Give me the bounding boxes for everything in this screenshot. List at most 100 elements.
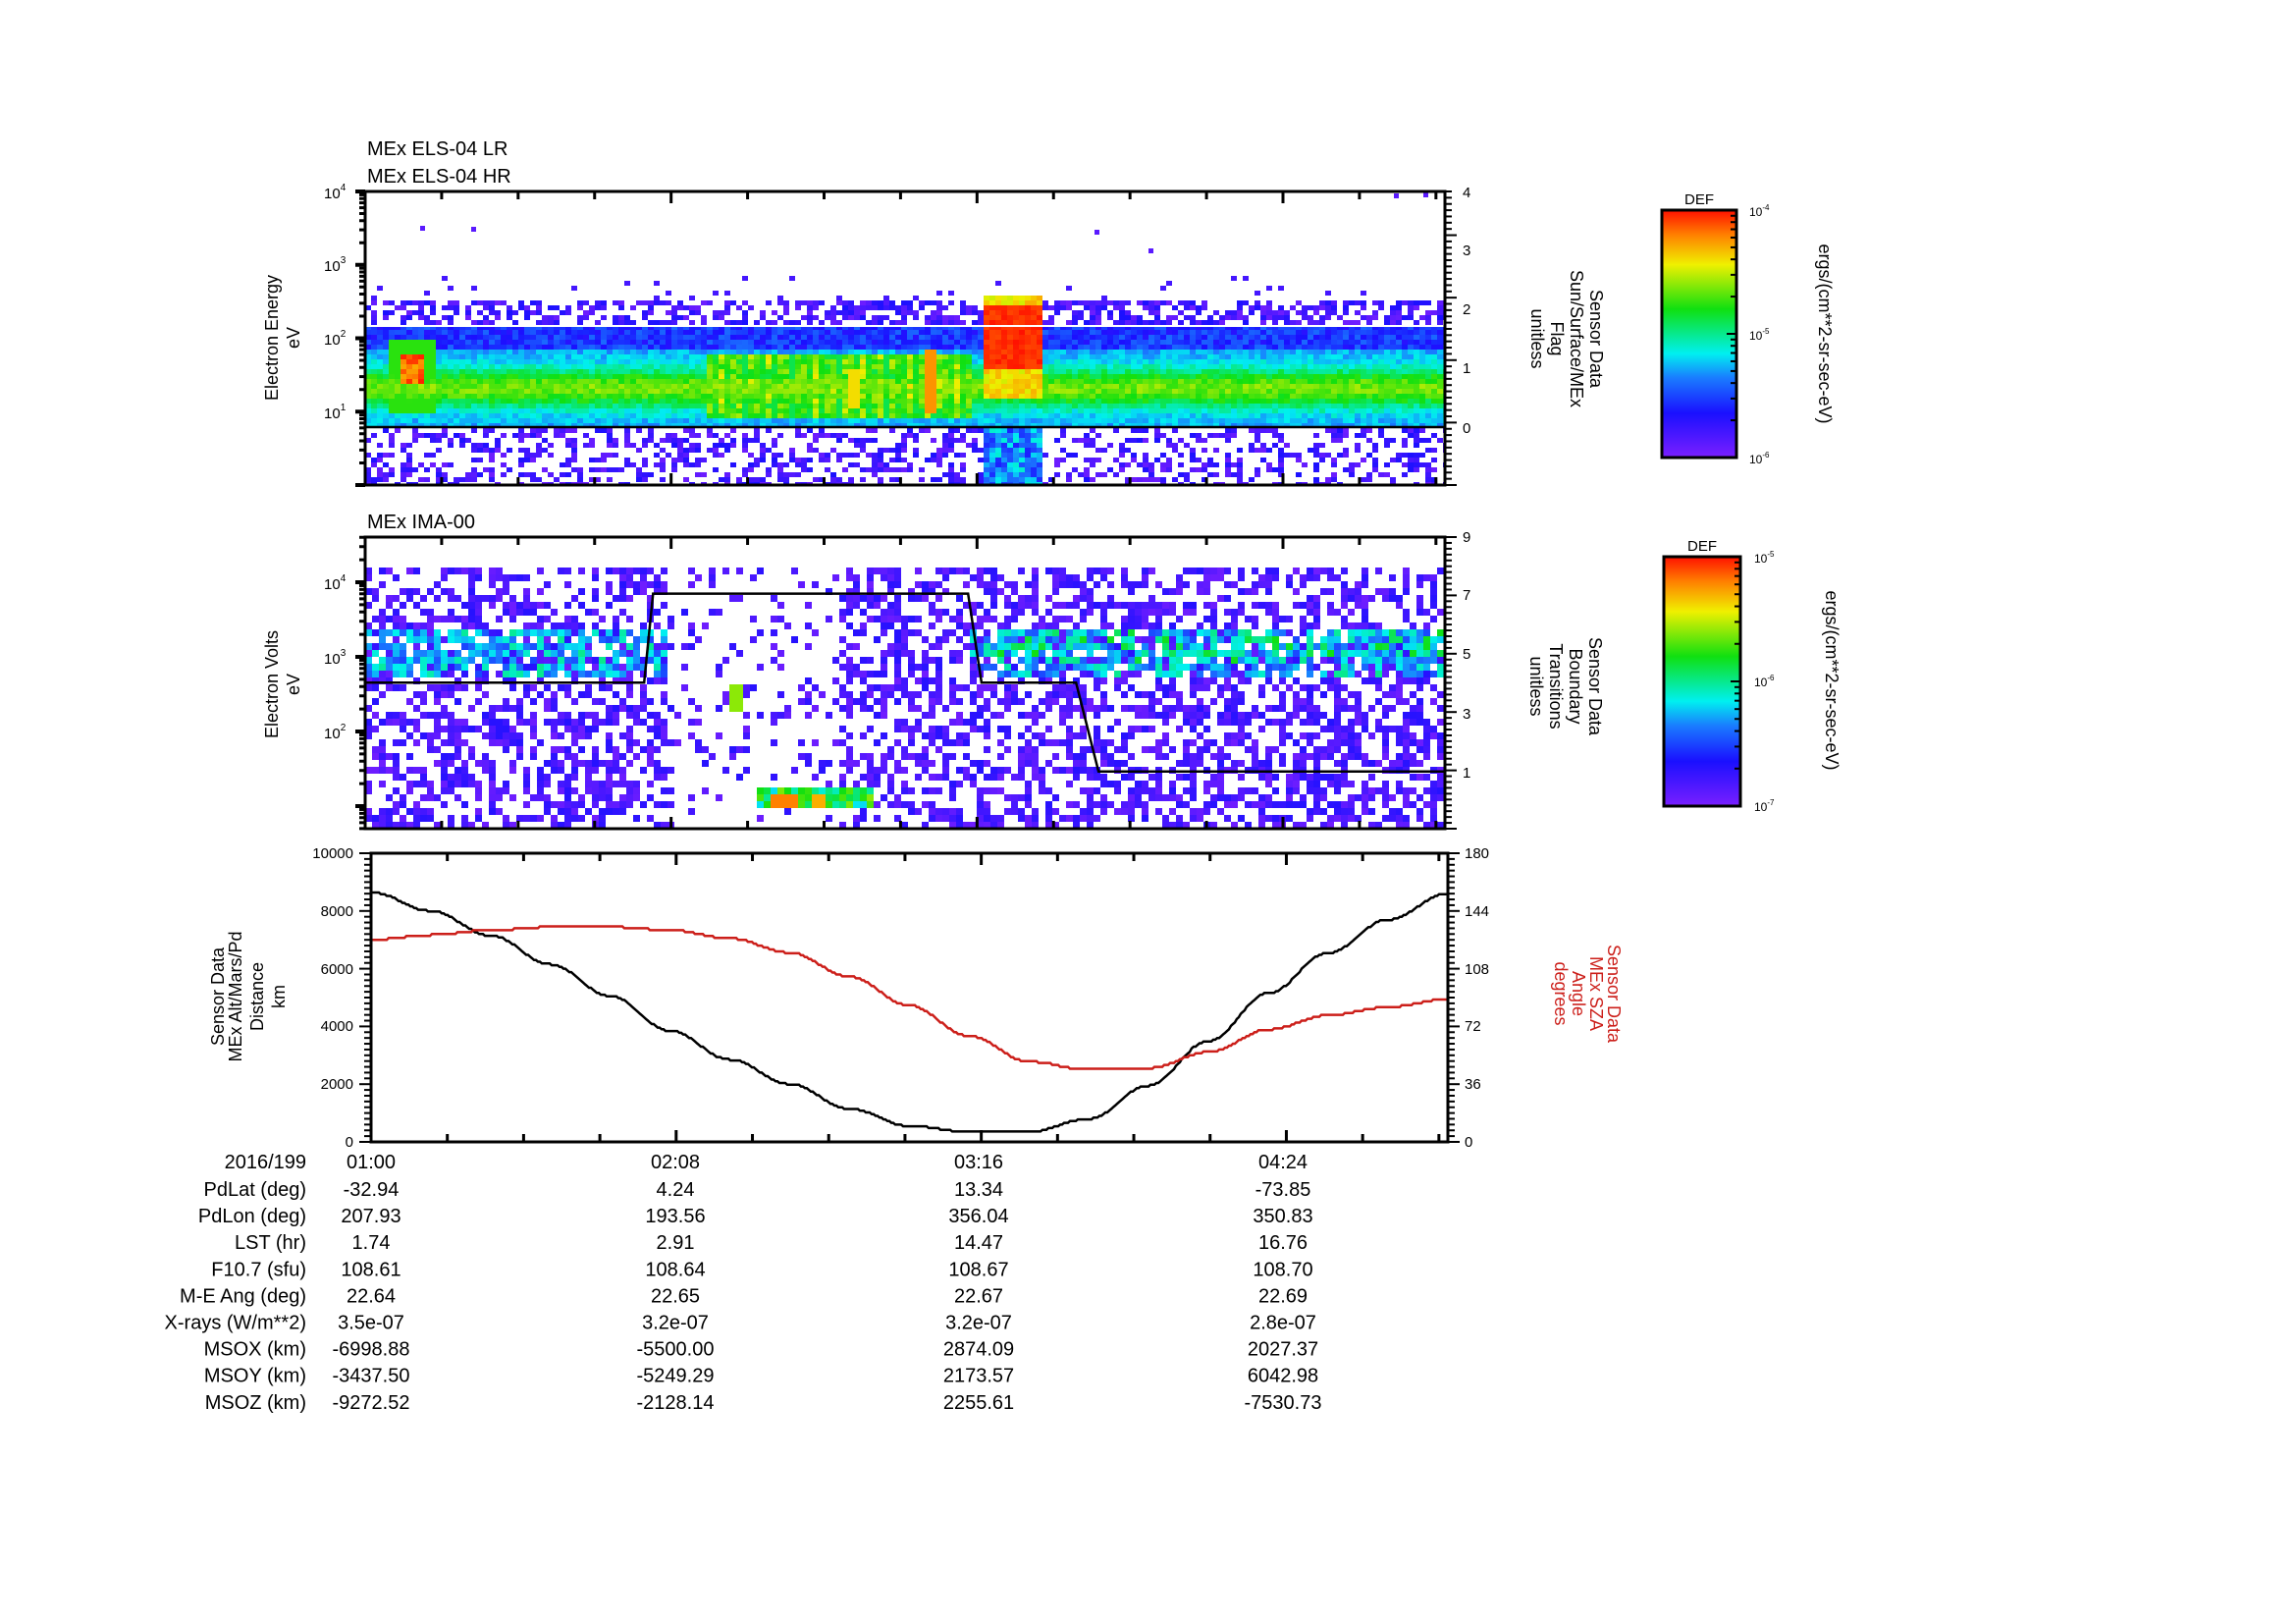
ylabel-line: Electron Volts <box>262 630 282 738</box>
y2label-line: Boundary <box>1566 648 1585 724</box>
els-spectrogram <box>365 192 1445 485</box>
y2label-line: Sensor Data <box>1604 945 1624 1044</box>
row-value: 6042.98 <box>1248 1366 1318 1387</box>
alt-y-ticklabels: 0 2000 4000 6000 8000 10000 <box>312 845 353 1151</box>
colorbar-units: ergs/(cm**2-sr-sec-eV) <box>1815 243 1835 423</box>
time-tick-label: 03:16 <box>954 1152 1003 1173</box>
row-value: 2255.61 <box>943 1392 1014 1414</box>
y-tick-label: 104 <box>324 183 347 202</box>
row-label: F10.7 (sfu) <box>211 1259 306 1280</box>
row-label: MSOZ (km) <box>205 1392 306 1414</box>
els-panel: MEx ELS-04 LR MEx ELS-04 HR 101 102 103 … <box>262 138 1835 487</box>
colorbar-title: DEF <box>1684 191 1714 208</box>
table-row: PdLon (deg) 207.93 193.56 356.04 350.83 <box>198 1206 1313 1227</box>
alt-ylabel: Sensor Data MEx Alt/Mars/Pd Distance km <box>208 931 289 1061</box>
alt-sza-panel: 0 2000 4000 6000 8000 10000 0 36 72 108 … <box>208 845 1624 1151</box>
table-row: LST (hr) 1.74 2.91 14.47 16.76 <box>235 1232 1308 1254</box>
colorbar-min: 10-6 <box>1749 451 1770 466</box>
colorbar-gradient <box>1662 555 1742 808</box>
y-tick-label: 2000 <box>321 1076 353 1093</box>
row-value: 350.83 <box>1253 1206 1312 1227</box>
y2label-line: Angle <box>1569 971 1588 1016</box>
row-value: 3.5e-07 <box>338 1313 404 1334</box>
row-value: 2173.57 <box>943 1366 1014 1387</box>
y-tick-label: 10000 <box>312 845 353 862</box>
row-value: 22.64 <box>347 1285 396 1307</box>
y2-tick-label: 72 <box>1465 1018 1481 1035</box>
ylabel-line: eV <box>284 674 303 695</box>
row-value: 108.64 <box>645 1259 705 1280</box>
row-value: 22.67 <box>954 1285 1003 1307</box>
row-label: PdLat (deg) <box>203 1179 306 1201</box>
y2label-line: Transitions <box>1546 643 1566 729</box>
ima-spectrogram <box>365 568 1445 829</box>
colorbar-title: DEF <box>1687 538 1717 555</box>
row-value: 193.56 <box>645 1206 705 1227</box>
colorbar-mid: 10-5 <box>1749 327 1770 343</box>
table-row: MSOY (km) -3437.50 -5249.29 2173.57 6042.98 <box>204 1366 1318 1387</box>
row-value: 14.47 <box>954 1232 1003 1254</box>
y2-tick-label: 0 <box>1463 420 1470 437</box>
ylabel-line: Electron Energy <box>262 275 282 401</box>
row-value: 4.24 <box>657 1179 695 1201</box>
row-value: -73.85 <box>1255 1179 1311 1201</box>
table-row: F10.7 (sfu) 108.61 108.64 108.67 108.70 <box>211 1259 1312 1280</box>
ima-title: MEx IMA-00 <box>367 512 475 533</box>
row-label: MSOX (km) <box>204 1339 306 1361</box>
els-ticks <box>355 189 1457 487</box>
colorbar-gradient <box>1660 208 1738 460</box>
y2-tick-label: 108 <box>1465 961 1489 978</box>
y2-tick-label: 7 <box>1463 587 1470 604</box>
y2-tick-label: 2 <box>1463 301 1470 318</box>
table-row: PdLat (deg) -32.94 4.24 13.34 -73.85 <box>203 1179 1310 1201</box>
y-tick-label: 4000 <box>321 1018 353 1035</box>
table-row: M-E Ang (deg) 22.64 22.65 22.67 22.69 <box>180 1285 1308 1307</box>
colorbar-min: 10-7 <box>1754 798 1775 814</box>
table-row: MSOX (km) -6998.88 -5500.00 2874.09 2027.37 <box>204 1339 1319 1361</box>
sza-line <box>371 925 1447 1070</box>
ima-ylabel: Electron Volts eV <box>262 630 303 738</box>
row-value: -5500.00 <box>637 1339 715 1361</box>
time-tick-label: 02:08 <box>651 1152 700 1173</box>
y-tick-label: 8000 <box>321 903 353 920</box>
ylabel-line: Distance <box>247 962 267 1031</box>
y2label-line: Sun/Surface/MEx <box>1567 270 1586 407</box>
row-value: 2.8e-07 <box>1250 1313 1316 1334</box>
y2label-line: MEx SZA <box>1586 956 1606 1031</box>
ima-y2label: Sensor Data Boundary Transitions unitles… <box>1526 637 1605 736</box>
ylabel-line: MEx Alt/Mars/Pd <box>226 931 245 1061</box>
row-value: 356.04 <box>948 1206 1008 1227</box>
row-value: -32.94 <box>344 1179 400 1201</box>
y-tick-label: 101 <box>324 403 347 422</box>
y2label-line: Flag <box>1547 321 1567 355</box>
y2label-line: unitless <box>1527 308 1547 368</box>
ephemeris-table: 2016/199 01:00 02:08 03:16 04:24 PdLat (… <box>165 1152 1322 1414</box>
row-label: PdLon (deg) <box>198 1206 306 1227</box>
row-value: -7530.73 <box>1245 1392 1322 1414</box>
y2-tick-label: 5 <box>1463 646 1470 663</box>
row-value: 108.61 <box>341 1259 400 1280</box>
els-y2-ticklabels: 0 1 2 3 4 <box>1463 185 1470 437</box>
row-value: 22.65 <box>651 1285 700 1307</box>
y-tick-label: 102 <box>324 329 347 349</box>
date-label: 2016/199 <box>225 1152 306 1173</box>
row-value: 2.91 <box>657 1232 695 1254</box>
ylabel-line: km <box>269 985 289 1008</box>
y2-tick-label: 1 <box>1463 360 1470 377</box>
row-label: X-rays (W/m**2) <box>165 1313 306 1334</box>
alt-frame <box>369 851 1450 1144</box>
boundary-transitions-line <box>365 592 1445 774</box>
sza-y2label: Sensor Data MEx SZA Angle degrees <box>1551 945 1624 1044</box>
time-tick-label: 04:24 <box>1258 1152 1308 1173</box>
ima-ticks <box>355 535 1457 831</box>
ima-y-ticklabels: 102 103 104 <box>324 573 347 742</box>
colorbar-ticks <box>1727 209 1736 422</box>
row-value: 108.67 <box>948 1259 1008 1280</box>
ima-y2-ticklabels: 1 3 5 7 9 <box>1463 529 1470 782</box>
ylabel-line: Sensor Data <box>208 947 228 1046</box>
row-label: LST (hr) <box>235 1232 306 1254</box>
ima-panel: MEx IMA-00 102 103 104 1 3 5 7 9 Electro… <box>262 512 1842 831</box>
row-value: 1.74 <box>352 1232 391 1254</box>
els-colorbar: DEF 10-4 10-5 10-6 ergs/(cm**2-sr-sec-eV… <box>1660 191 1835 466</box>
